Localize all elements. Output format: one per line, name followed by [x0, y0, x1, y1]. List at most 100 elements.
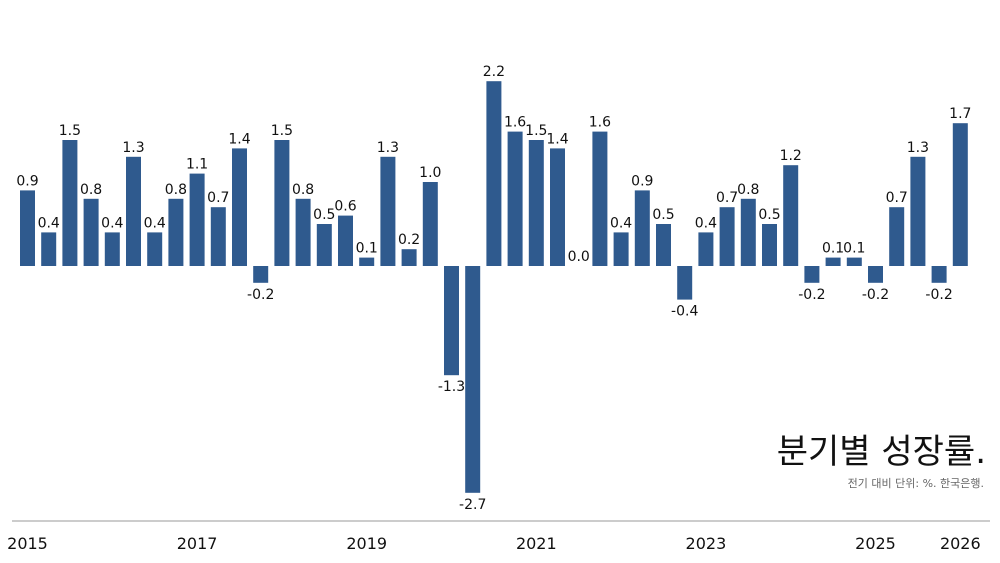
bar-value-label: 1.3	[122, 140, 144, 156]
bar-value-label: 1.5	[59, 123, 81, 139]
bars-group	[20, 81, 968, 493]
bar	[931, 266, 947, 283]
bar-value-label: 0.4	[144, 215, 166, 231]
bar	[952, 123, 968, 266]
bar	[147, 232, 163, 266]
bar-value-label: 1.5	[271, 123, 293, 139]
bar	[804, 266, 820, 283]
bar-value-label: 1.1	[186, 157, 208, 173]
bar	[41, 232, 57, 266]
bar-value-label: 1.4	[228, 131, 250, 147]
bar-value-label: 1.6	[504, 115, 526, 131]
bar	[634, 190, 650, 266]
bar	[698, 232, 714, 266]
bar-value-label: -0.2	[925, 287, 952, 303]
bar	[401, 249, 417, 266]
bar	[719, 207, 735, 266]
year-tick-label: 2015	[7, 534, 48, 553]
bar-value-label: 1.6	[589, 115, 611, 131]
bar	[740, 198, 756, 266]
bar	[20, 190, 35, 266]
bar	[253, 266, 269, 283]
bar	[316, 224, 332, 266]
bar	[338, 215, 353, 266]
bar	[550, 148, 565, 266]
bar	[126, 156, 141, 266]
year-tick-label: 2023	[686, 534, 727, 553]
bar-value-label: 1.2	[780, 148, 802, 164]
bar	[104, 232, 120, 266]
bar	[465, 266, 481, 493]
bar-value-label: -0.2	[247, 287, 274, 303]
year-tick-label: 2026	[940, 534, 981, 553]
bar-value-label: 0.4	[695, 215, 717, 231]
bar	[168, 198, 184, 266]
bar	[656, 224, 671, 266]
year-ticks-group: 2015 2017 2019 2021 2023 2025 2026	[7, 534, 981, 553]
bar-value-label: 0.4	[101, 215, 123, 231]
bar-value-label: 0.8	[80, 182, 102, 198]
bar	[295, 198, 311, 266]
bar-value-label: -0.2	[862, 287, 889, 303]
bar	[528, 140, 544, 266]
bar	[232, 148, 247, 266]
bar-value-label: 1.3	[377, 140, 399, 156]
bar-value-label: 1.5	[525, 123, 547, 139]
chart-title: 분기별 성장률.	[776, 432, 986, 472]
bar-value-label: 0.8	[737, 182, 759, 198]
bar-value-label: 0.1	[356, 241, 378, 257]
bar-value-label: 2.2	[483, 64, 505, 80]
bar-value-label: 0.5	[652, 207, 674, 223]
bar-value-label: 0.8	[165, 182, 187, 198]
bar-value-label: 0.4	[610, 215, 632, 231]
bar-value-label: 0.6	[334, 199, 356, 215]
bar-value-label: 0.2	[398, 232, 420, 248]
bar	[444, 266, 459, 376]
year-tick-label: 2025	[855, 534, 896, 553]
bar-value-label: 1.4	[546, 131, 568, 147]
bar	[889, 207, 905, 266]
bar	[783, 165, 799, 266]
bar-value-label: 0.5	[758, 207, 780, 223]
year-tick-label: 2019	[346, 534, 387, 553]
bar-value-label: 0.0	[568, 249, 590, 265]
bar-value-label: 1.0	[419, 165, 441, 181]
bar-value-label: 1.7	[949, 106, 971, 122]
bar	[62, 140, 78, 266]
bar	[762, 224, 777, 266]
bar-value-label: 0.7	[207, 190, 229, 206]
bar-value-label: 0.8	[292, 182, 314, 198]
bar	[422, 182, 438, 266]
bar	[210, 207, 226, 266]
chart-subtitle: 전기 대비 단위: %. 한국은행.	[847, 477, 984, 490]
bar	[825, 257, 841, 266]
bar	[274, 140, 290, 266]
bar-value-label: -1.3	[438, 379, 465, 395]
bar-labels-group: 0.9 0.4 1.5 0.8 0.4 1.3 0.4 0.8 1.1 0.7 1.4 -0.2 1.5…	[16, 64, 971, 513]
bar	[868, 266, 883, 283]
bar	[846, 257, 862, 266]
bar	[592, 131, 608, 266]
bar-value-label: -2.7	[459, 497, 486, 513]
bar-value-label: -0.2	[798, 287, 825, 303]
bar-value-label: 0.1	[843, 241, 865, 257]
bar	[677, 266, 693, 300]
bar-value-label: 0.1	[822, 241, 844, 257]
bar	[189, 173, 205, 266]
bar	[83, 198, 99, 266]
bar-value-label: 0.7	[886, 190, 908, 206]
bar-value-label: 0.9	[16, 173, 38, 189]
bar	[380, 156, 396, 266]
bar-value-label: 0.9	[631, 173, 653, 189]
bar-value-label: 1.3	[907, 140, 929, 156]
bar	[613, 232, 629, 266]
bar-value-label: 0.7	[716, 190, 738, 206]
bar-value-label: 0.5	[313, 207, 335, 223]
year-tick-label: 2021	[516, 534, 557, 553]
bar	[359, 257, 375, 266]
bar-value-label: -0.4	[671, 304, 698, 320]
bar	[507, 131, 523, 266]
year-tick-label: 2017	[177, 534, 218, 553]
